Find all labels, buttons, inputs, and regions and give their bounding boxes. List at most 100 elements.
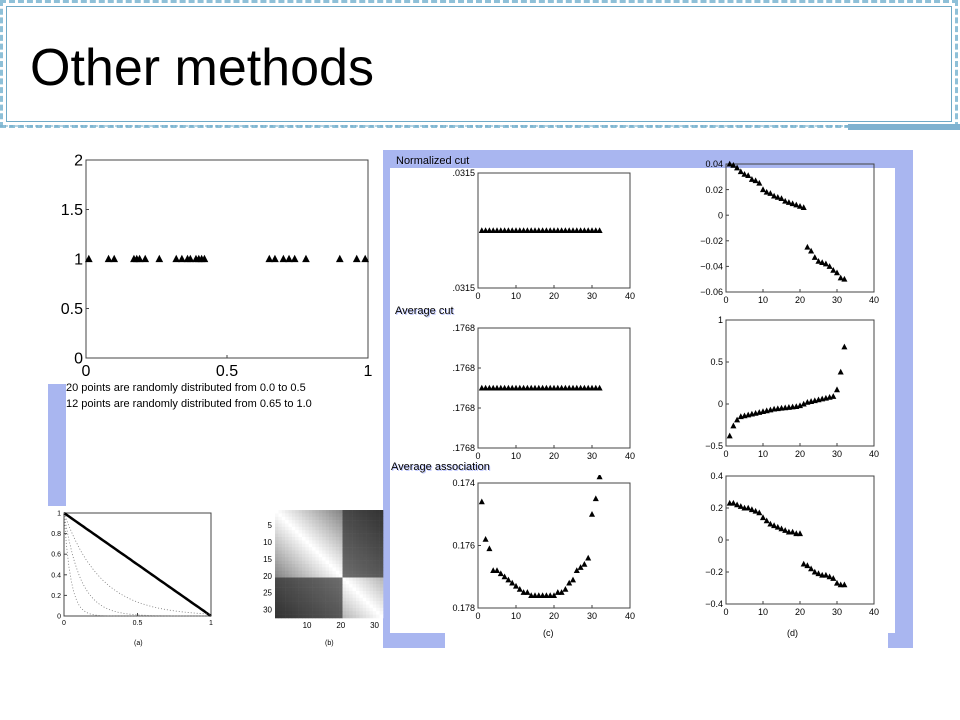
heatmap-cell xyxy=(372,587,377,592)
data-point xyxy=(493,227,501,233)
heatmap-cell xyxy=(342,584,347,588)
data-point xyxy=(516,585,523,592)
heatmap-cell xyxy=(275,550,279,555)
heatmap-cell xyxy=(305,611,310,615)
data-point xyxy=(535,592,542,598)
heatmap-cell xyxy=(339,591,343,595)
heatmap-cell xyxy=(285,560,289,565)
heatmap-cell xyxy=(278,510,283,514)
heatmap-cell xyxy=(359,516,364,521)
heatmap-cell xyxy=(335,607,340,612)
chart-c-association: 0 10 20 30 40 0.174 0.176 0.178 xyxy=(452,475,635,621)
heatmap-cell xyxy=(315,607,320,612)
heatmap-cell xyxy=(281,594,286,599)
heatmap-cell xyxy=(329,560,333,565)
heatmap-cell xyxy=(329,543,333,548)
heatmap-cell xyxy=(291,533,296,538)
heatmap-cell xyxy=(345,607,350,612)
heatmap-cell xyxy=(352,530,357,534)
heatmap-cell xyxy=(318,601,323,605)
heatmap-cell xyxy=(379,601,384,605)
heatmap-cell xyxy=(369,611,374,615)
heatmap-cell xyxy=(359,550,364,555)
y-tick-label: 20 xyxy=(263,572,272,581)
heatmap-cell xyxy=(322,607,326,612)
heatmap-cell xyxy=(339,564,343,568)
data-point xyxy=(543,384,550,391)
heatmap-cell xyxy=(278,611,283,615)
heatmap-cell xyxy=(318,611,323,615)
data-point xyxy=(833,269,841,276)
x-tick-label: 40 xyxy=(869,295,879,305)
heatmap-cell xyxy=(359,564,364,568)
heatmap-cell xyxy=(325,543,330,548)
heatmap-cell xyxy=(305,594,310,599)
heatmap-cell xyxy=(312,526,316,531)
data-point xyxy=(830,266,837,273)
heatmap-cell xyxy=(322,570,326,575)
heatmap-cell xyxy=(335,594,340,599)
heatmap-cell xyxy=(288,513,293,518)
data-point xyxy=(562,227,569,233)
heatmap-cell xyxy=(379,597,384,602)
heatmap-cell xyxy=(335,547,340,551)
heatmap-cell xyxy=(285,513,289,518)
data-point xyxy=(566,384,573,391)
data-point xyxy=(726,160,733,167)
heatmap-cell xyxy=(356,560,360,565)
heatmap-cell xyxy=(312,523,316,528)
heatmap-cell xyxy=(291,580,296,585)
heatmap-cell xyxy=(325,591,330,595)
heatmap-cell xyxy=(349,587,353,592)
heatmap-cell xyxy=(369,516,374,521)
heatmap-cell xyxy=(379,547,384,551)
data-point xyxy=(573,227,580,233)
heatmap-cell xyxy=(295,557,299,561)
x-tick-label: 20 xyxy=(795,449,805,459)
heatmap-cell xyxy=(322,537,326,541)
heatmap-cell xyxy=(318,594,323,599)
heatmap-cell xyxy=(291,577,296,582)
heatmap-cell xyxy=(356,523,360,528)
heatmap-cell xyxy=(302,577,306,582)
heatmap-cell xyxy=(356,557,360,561)
data-point xyxy=(497,570,504,577)
heatmap-cell xyxy=(332,530,337,534)
heatmap-cell xyxy=(308,560,313,565)
data-point xyxy=(493,384,501,391)
heatmap-cell xyxy=(349,560,353,565)
heatmap-cell xyxy=(332,607,337,612)
heatmap-cell xyxy=(278,543,283,548)
heatmap-cell xyxy=(362,560,367,565)
heatmap-cell xyxy=(315,513,320,518)
heatmap-cell xyxy=(322,530,326,534)
heatmap-cell xyxy=(332,533,337,538)
heatmap-cell xyxy=(291,597,296,602)
slide-title: Other methods xyxy=(30,39,374,97)
data-point xyxy=(569,227,577,233)
heatmap-cell xyxy=(295,526,299,531)
heatmap-cell xyxy=(366,567,370,572)
heatmap-cell xyxy=(298,560,303,565)
heatmap-cell xyxy=(318,567,323,572)
heatmap-cell xyxy=(376,513,380,518)
heatmap-cell xyxy=(275,533,279,538)
heatmap-cell xyxy=(305,577,310,582)
heatmap-cell xyxy=(345,540,350,545)
heatmap-cell xyxy=(278,597,283,602)
data-point xyxy=(547,384,554,391)
heatmap-cell xyxy=(372,510,377,514)
heatmap-cell xyxy=(362,553,367,558)
heatmap-cell xyxy=(325,547,330,551)
y-tick-label: 0 xyxy=(718,210,723,220)
data-point xyxy=(486,384,493,391)
heatmap-cell xyxy=(342,543,347,548)
heatmap-cell xyxy=(288,560,293,565)
heatmap-cell xyxy=(372,543,377,548)
heatmap-cell xyxy=(302,570,306,575)
heatmap-cell xyxy=(285,567,289,572)
heatmap-cell xyxy=(352,594,357,599)
heatmap-cell xyxy=(335,564,340,568)
heatmap-cell xyxy=(281,587,286,592)
heatmap-cell xyxy=(305,587,310,592)
